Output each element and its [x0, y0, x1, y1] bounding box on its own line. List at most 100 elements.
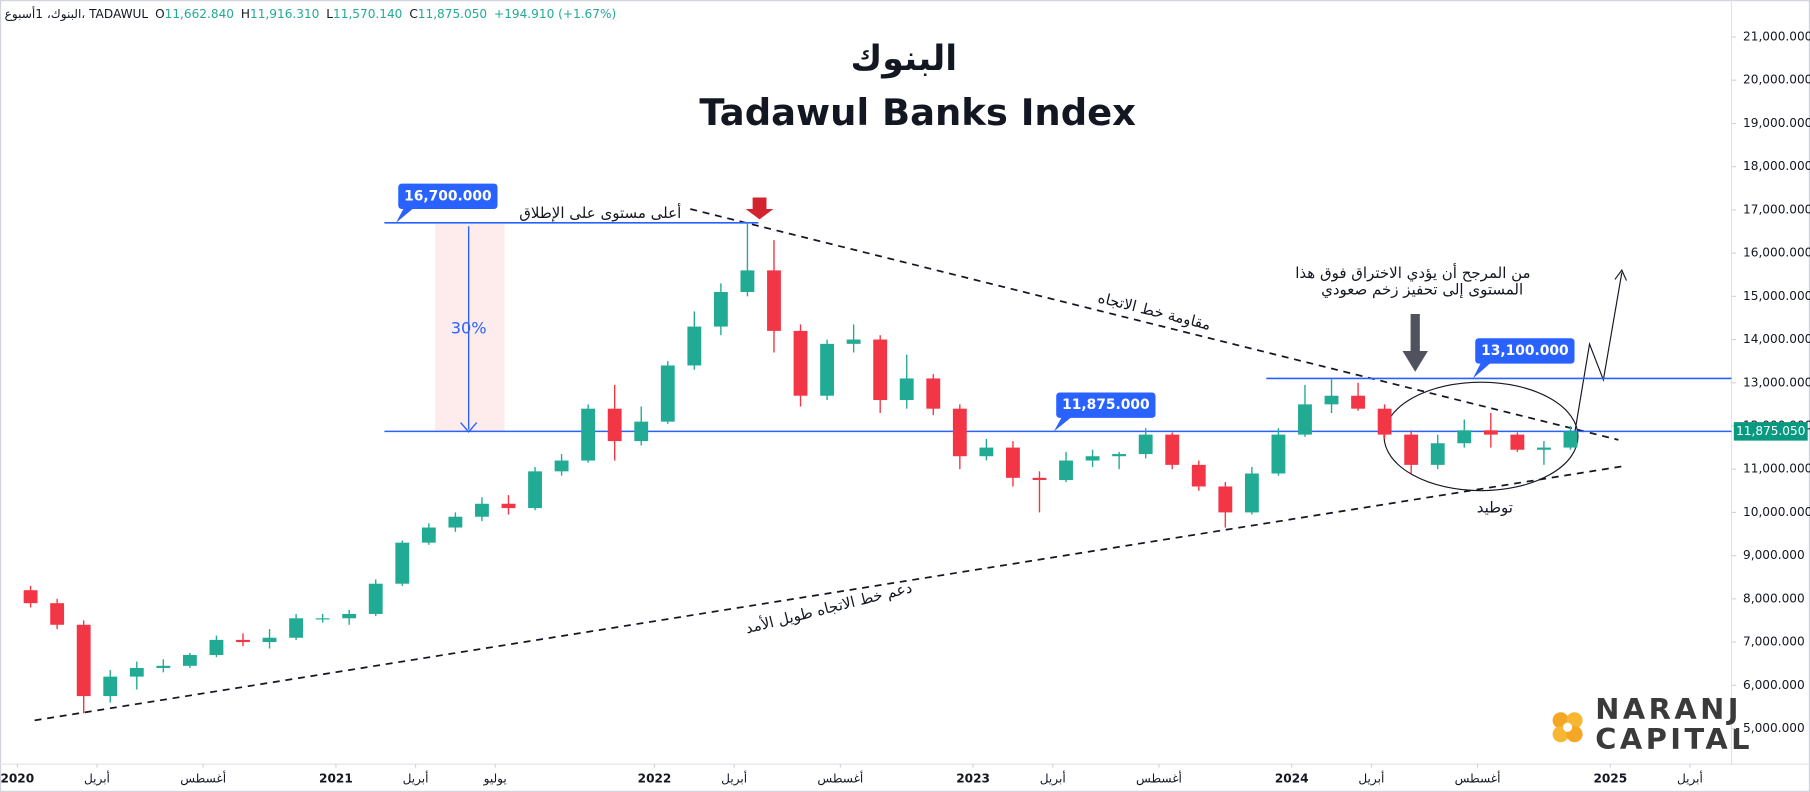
breakout-note: من المرجح أن يؤدي الاختراق فوق هذا: [1295, 263, 1530, 283]
candle-body: [209, 639, 224, 656]
x-tick-label: أغسطس: [1455, 771, 1501, 787]
y-tick-label: 7,000.000: [1743, 635, 1805, 649]
candle-body: [1218, 486, 1233, 513]
candle: [129, 661, 144, 690]
candle-body: [899, 378, 914, 401]
candle: [1112, 451, 1127, 470]
ohlc-label: C: [409, 6, 417, 20]
candle: [289, 613, 304, 640]
ohlc-value: 11,875.050: [418, 6, 487, 20]
candle: [873, 335, 888, 414]
candle-body: [395, 542, 410, 584]
x-tick-label: أغسطس: [1136, 771, 1182, 787]
candle-body: [50, 603, 65, 625]
candle: [899, 354, 914, 409]
y-tick-label: 21,000.000: [1743, 30, 1810, 44]
chart-title: البنوك: [851, 39, 958, 79]
ohlc-value: 11,570.140: [333, 6, 402, 20]
y-tick-label: 17,000.000: [1743, 202, 1810, 216]
level-pointer: [395, 205, 417, 223]
drop-zone: [435, 224, 505, 432]
x-tick-label: أبريل: [721, 771, 747, 787]
candle-body: [129, 667, 144, 677]
candle: [660, 361, 675, 424]
candle: [1377, 404, 1392, 439]
candle: [634, 406, 649, 446]
level-label: 16,700.000: [404, 188, 492, 204]
candle: [767, 240, 781, 353]
candle-body: [1404, 434, 1419, 465]
candle: [209, 635, 224, 658]
level-label: 13,100.000: [1481, 343, 1569, 359]
candle-body: [607, 408, 622, 442]
candle: [501, 495, 516, 515]
candle: [740, 222, 755, 297]
y-tick-label: 11,000.000: [1743, 462, 1810, 476]
projection-path: [1573, 272, 1623, 435]
brand-line: CAPITAL: [1595, 722, 1753, 756]
candle-body: [634, 421, 649, 442]
candle: [1138, 428, 1153, 459]
candle: [1191, 460, 1206, 491]
candle-body: [1510, 434, 1525, 450]
candle-body: [1191, 464, 1206, 487]
candle: [182, 652, 197, 668]
candle-body: [979, 447, 994, 457]
candle: [926, 374, 941, 416]
ath-label: أعلى مستوى على الإطلاق: [519, 203, 681, 222]
candle-body: [103, 676, 118, 697]
candle: [1430, 434, 1445, 470]
candle-body: [1032, 477, 1047, 480]
candle: [23, 585, 38, 608]
candle-body: [846, 339, 861, 344]
ohlc-value: 11,662.840: [165, 6, 234, 20]
candle: [1404, 430, 1419, 474]
candle: [1165, 432, 1180, 470]
candle-body: [368, 583, 383, 614]
candle: [607, 384, 622, 461]
candle: [1457, 419, 1472, 448]
breakout-note: المستوى إلى تحفيز زخم صعودي: [1321, 280, 1523, 299]
candle-body: [687, 326, 702, 366]
candle-body: [262, 637, 277, 643]
candle: [156, 659, 171, 673]
candle: [315, 613, 330, 623]
logo-icon: [1552, 712, 1583, 743]
candle: [793, 324, 808, 407]
x-tick-label: أبريل: [1040, 771, 1066, 787]
candle-body: [1324, 395, 1339, 405]
candle: [1298, 384, 1312, 437]
candle-body: [76, 624, 91, 697]
candle-body: [740, 270, 755, 292]
candle-body: [1271, 434, 1286, 474]
candle: [236, 633, 250, 647]
support-trendline: [34, 465, 1622, 722]
x-tick-label: 2022: [638, 772, 672, 786]
candle-body: [23, 590, 38, 604]
candle: [554, 454, 569, 476]
candle-body: [1483, 430, 1498, 435]
breakout-arrow: [1402, 314, 1428, 372]
candle-body: [1244, 473, 1259, 513]
candle-body: [952, 408, 967, 457]
x-tick-label: أبريل: [403, 771, 429, 787]
x-tick-label: أبريل: [1358, 771, 1384, 787]
level-badge: [1475, 338, 1575, 364]
candle: [395, 540, 410, 586]
y-tick-label: 19,000.000: [1743, 116, 1810, 130]
brand-line: NARANJ: [1595, 692, 1742, 726]
ohlc-label: H: [241, 6, 250, 20]
x-tick-label: 2020: [0, 772, 34, 786]
candle-body: [448, 516, 463, 528]
candle: [952, 404, 967, 470]
candle-body: [342, 613, 357, 619]
candle-body: [1006, 447, 1020, 478]
y-tick-label: 13,000.000: [1743, 375, 1810, 389]
candle-body: [1351, 395, 1366, 409]
candle: [979, 438, 994, 461]
ohlc-label: O: [155, 6, 165, 20]
candle-body: [581, 408, 596, 461]
peak-arrow: [745, 197, 774, 220]
y-tick-label: 9,000.000: [1743, 548, 1805, 562]
